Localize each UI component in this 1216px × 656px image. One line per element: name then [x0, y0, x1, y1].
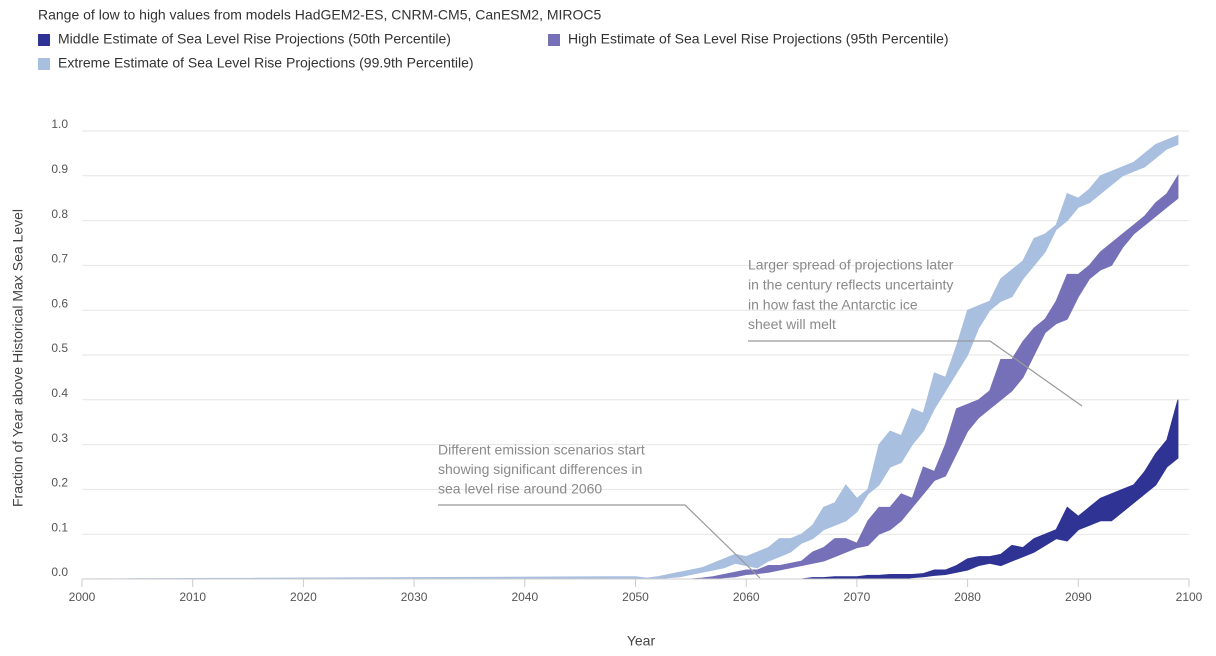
legend-label: Middle Estimate of Sea Level Rise Projec… [58, 31, 451, 47]
y-tick-label: 0.2 [51, 476, 68, 490]
range-area [82, 174, 1179, 580]
annotation-text: sheet will melt [748, 316, 836, 332]
annotation-leader [748, 340, 1083, 407]
legend-label: Extreme Estimate of Sea Level Rise Proje… [58, 55, 474, 71]
y-tick-label: 0.3 [51, 431, 68, 445]
y-tick-label: 1.0 [51, 117, 68, 131]
y-axis-title: Fraction of Year above Historical Max Se… [10, 209, 26, 507]
x-tick-label: 2070 [844, 590, 871, 604]
axes: 0.0 0.1 0.2 0.3 0.4 0.5 0.6 0.7 0.8 0.9 1.0 2000 201… [51, 117, 1202, 604]
x-tick-label: 2000 [69, 590, 96, 604]
x-tick-label: 2020 [290, 590, 317, 604]
y-tick-label: 0.7 [51, 252, 68, 266]
x-tick-label: 2090 [1065, 590, 1092, 604]
legend-swatch [38, 58, 50, 70]
annotation-text: Larger spread of projections later [748, 257, 954, 273]
x-tick-label: 2080 [954, 590, 981, 604]
annotations: Different emission scenarios start showin… [438, 257, 1083, 579]
y-tick-label: 0.9 [51, 162, 68, 176]
x-tick-label: 2060 [733, 590, 760, 604]
chart-subtitle: Range of low to high values from models … [38, 7, 602, 23]
x-axis-title: Year [627, 633, 656, 649]
annotation-leader [438, 504, 761, 579]
y-tick-label: 0.5 [51, 341, 68, 355]
x-tick-label: 2050 [622, 590, 649, 604]
annotation-text: sea level rise around 2060 [438, 481, 602, 497]
y-tick-label: 0.6 [51, 296, 68, 310]
y-tick-label: 0.8 [51, 207, 68, 221]
annotation-text: in the century reflects uncertainty [748, 277, 953, 293]
x-tick-label: 2040 [511, 590, 538, 604]
x-tick-label: 2100 [1176, 590, 1203, 604]
legend-swatch [38, 34, 50, 46]
y-tick-label: 0.0 [51, 565, 68, 579]
x-tick-label: 2010 [179, 590, 206, 604]
annotation-text: Different emission scenarios start [438, 442, 645, 458]
annotation-text: showing significant differences in [438, 461, 642, 477]
legend: Middle Estimate of Sea Level Rise Projec… [38, 31, 949, 71]
y-tick-label: 0.4 [51, 386, 68, 400]
legend-swatch [548, 34, 560, 46]
legend-label: High Estimate of Sea Level Rise Projecti… [568, 31, 949, 47]
range-area [81, 134, 1179, 580]
x-tick-label: 2030 [401, 590, 428, 604]
y-tick-label: 0.1 [51, 520, 68, 534]
annotation-text: in how fast the Antarctic ice [748, 296, 918, 312]
grid [82, 130, 1189, 580]
